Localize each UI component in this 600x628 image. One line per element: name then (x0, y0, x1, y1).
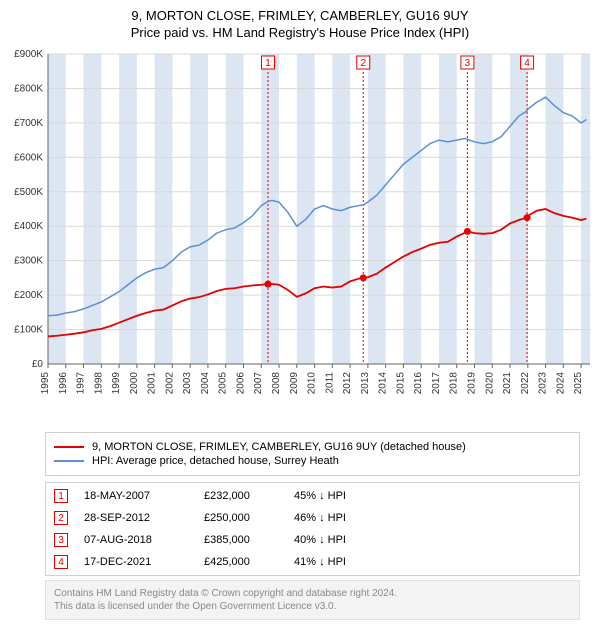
event-price: £232,000 (204, 490, 294, 502)
svg-text:2011: 2011 (324, 372, 335, 394)
svg-text:£100K: £100K (14, 325, 43, 336)
svg-text:3: 3 (465, 58, 471, 69)
svg-text:2020: 2020 (484, 372, 495, 395)
event-date: 17-DEC-2021 (84, 556, 204, 568)
event-price: £425,000 (204, 556, 294, 568)
legend-label-1: 9, MORTON CLOSE, FRIMLEY, CAMBERLEY, GU1… (92, 441, 466, 453)
svg-text:2015: 2015 (395, 372, 406, 395)
svg-text:2002: 2002 (164, 372, 175, 395)
event-date: 18-MAY-2007 (84, 490, 204, 502)
svg-text:2025: 2025 (573, 372, 584, 395)
svg-text:1995: 1995 (40, 372, 51, 395)
svg-text:£400K: £400K (14, 221, 43, 232)
event-date: 07-AUG-2018 (84, 534, 204, 546)
attribution-line-1: Contains HM Land Registry data © Crown c… (54, 587, 571, 600)
event-marker-icon: 3 (54, 533, 68, 547)
svg-text:2014: 2014 (378, 372, 389, 395)
svg-text:2018: 2018 (449, 372, 460, 395)
legend-swatch-2 (54, 460, 84, 462)
svg-text:2012: 2012 (342, 372, 353, 395)
title-line-2: Price paid vs. HM Land Registry's House … (0, 25, 600, 40)
svg-text:2006: 2006 (235, 372, 246, 395)
svg-text:£600K: £600K (14, 152, 43, 163)
svg-text:2019: 2019 (466, 372, 477, 395)
svg-text:£200K: £200K (14, 290, 43, 301)
svg-text:2022: 2022 (520, 372, 531, 395)
event-marker-icon: 1 (54, 489, 68, 503)
svg-text:2001: 2001 (147, 372, 158, 395)
svg-text:2017: 2017 (431, 372, 442, 395)
svg-text:2009: 2009 (289, 372, 300, 395)
legend: 9, MORTON CLOSE, FRIMLEY, CAMBERLEY, GU1… (45, 432, 580, 476)
svg-text:4: 4 (524, 58, 530, 69)
svg-text:2: 2 (360, 58, 366, 69)
legend-swatch-1 (54, 446, 84, 448)
svg-text:2016: 2016 (413, 372, 424, 395)
event-delta: 40% ↓ HPI (294, 534, 394, 546)
svg-text:1997: 1997 (76, 372, 87, 395)
event-delta: 45% ↓ HPI (294, 490, 394, 502)
svg-text:2003: 2003 (182, 372, 193, 395)
attribution-line-2: This data is licensed under the Open Gov… (54, 600, 571, 613)
title-line-1: 9, MORTON CLOSE, FRIMLEY, CAMBERLEY, GU1… (0, 8, 600, 23)
svg-text:1999: 1999 (111, 372, 122, 395)
page-root: 9, MORTON CLOSE, FRIMLEY, CAMBERLEY, GU1… (0, 0, 600, 620)
event-price: £385,000 (204, 534, 294, 546)
chart: £0 £100K £200K £300K £400K £500K £600K £700K £80… (0, 44, 600, 424)
svg-text:1996: 1996 (58, 372, 69, 395)
event-row: 4 17-DEC-2021£425,00041% ↓ HPI (54, 555, 571, 569)
svg-text:£0: £0 (32, 359, 44, 370)
svg-text:£900K: £900K (14, 49, 43, 60)
legend-row-1: 9, MORTON CLOSE, FRIMLEY, CAMBERLEY, GU1… (54, 441, 571, 453)
svg-text:2004: 2004 (200, 372, 211, 395)
event-marker-icon: 2 (54, 511, 68, 525)
legend-row-2: HPI: Average price, detached house, Surr… (54, 455, 571, 467)
svg-text:2021: 2021 (502, 372, 513, 395)
svg-text:2005: 2005 (218, 372, 229, 395)
svg-text:2008: 2008 (271, 372, 282, 395)
event-price: £250,000 (204, 512, 294, 524)
svg-text:2013: 2013 (360, 372, 371, 395)
svg-text:2007: 2007 (253, 372, 264, 395)
svg-text:1998: 1998 (93, 372, 104, 395)
attribution: Contains HM Land Registry data © Crown c… (45, 580, 580, 620)
event-delta: 41% ↓ HPI (294, 556, 394, 568)
event-row: 1 18-MAY-2007£232,00045% ↓ HPI (54, 489, 571, 503)
event-row: 2 28-SEP-2012£250,00046% ↓ HPI (54, 511, 571, 525)
svg-text:2023: 2023 (538, 372, 549, 395)
chart-svg: £0 £100K £200K £300K £400K £500K £600K £700K £80… (0, 44, 600, 424)
svg-text:2024: 2024 (555, 372, 566, 395)
svg-text:£300K: £300K (14, 256, 43, 267)
svg-text:£800K: £800K (14, 83, 43, 94)
events-table: 1 18-MAY-2007£232,00045% ↓ HPI 2 28-SEP-201… (45, 482, 580, 576)
legend-label-2: HPI: Average price, detached house, Surr… (92, 455, 339, 467)
event-date: 28-SEP-2012 (84, 512, 204, 524)
event-row: 3 07-AUG-2018£385,00040% ↓ HPI (54, 533, 571, 547)
titles: 9, MORTON CLOSE, FRIMLEY, CAMBERLEY, GU1… (0, 0, 600, 44)
svg-text:2010: 2010 (307, 372, 318, 395)
svg-text:£700K: £700K (14, 118, 43, 129)
svg-text:2000: 2000 (129, 372, 140, 395)
event-marker-icon: 4 (54, 555, 68, 569)
svg-text:1: 1 (265, 58, 271, 69)
event-delta: 46% ↓ HPI (294, 512, 394, 524)
svg-text:£500K: £500K (14, 187, 43, 198)
